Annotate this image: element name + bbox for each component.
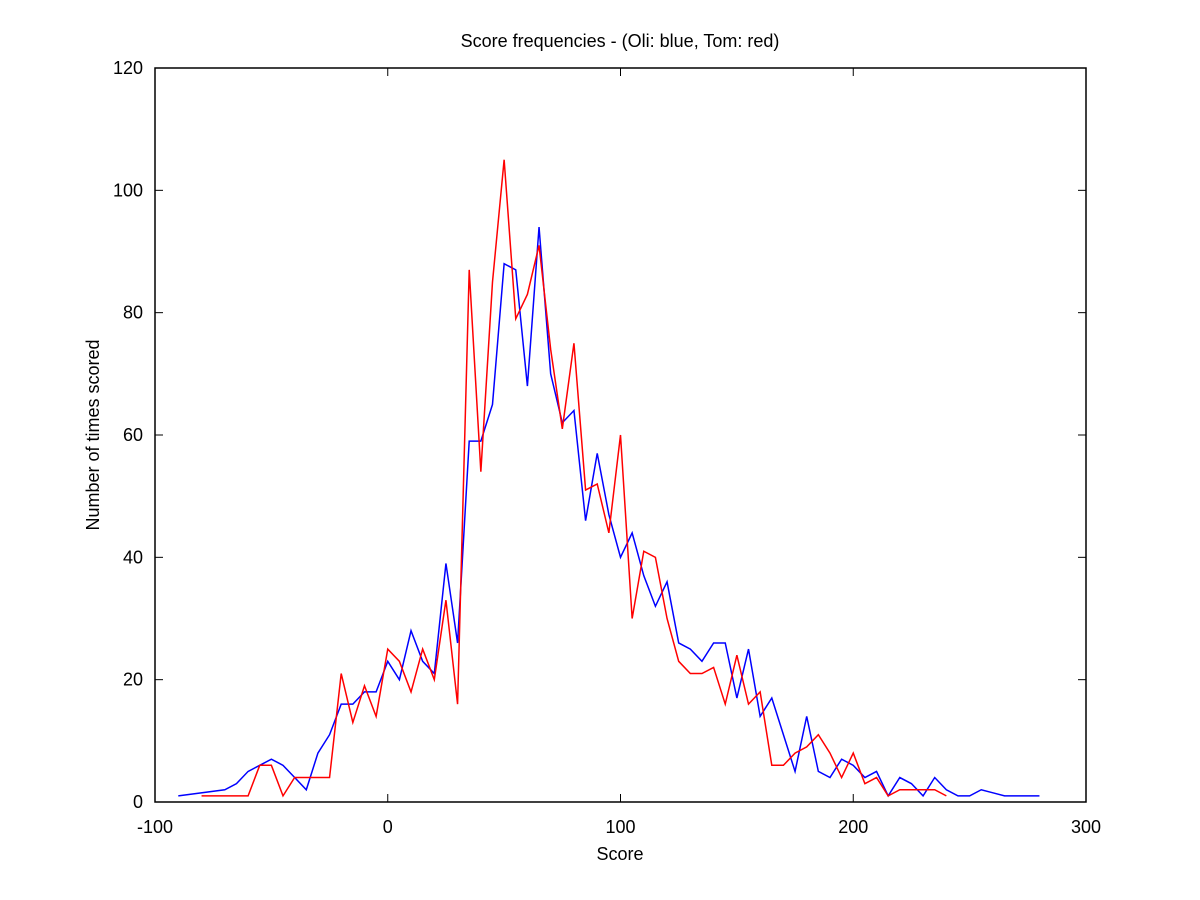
- y-axis-label: Number of times scored: [83, 339, 103, 530]
- y-tick-label: 80: [123, 303, 143, 323]
- x-tick-label: 200: [838, 817, 868, 837]
- y-tick-label: 120: [113, 58, 143, 78]
- y-tick-label: 100: [113, 180, 143, 200]
- ticks-layer: -100 0 100 200 300 0 20 40 60 80 100 120: [113, 58, 1101, 837]
- x-tick-label: -100: [137, 817, 173, 837]
- x-tick-label: 0: [383, 817, 393, 837]
- series-line-1: [201, 159, 947, 798]
- x-tick-label: 300: [1071, 817, 1101, 837]
- series-layer: [178, 159, 1040, 798]
- y-tick-label: 40: [123, 547, 143, 567]
- y-tick-label: 60: [123, 425, 143, 445]
- x-tick-label: 100: [605, 817, 635, 837]
- y-tick-label: 0: [133, 792, 143, 812]
- series-line-0: [178, 226, 1040, 798]
- y-tick-label: 20: [123, 670, 143, 690]
- x-axis-label: Score: [596, 844, 643, 864]
- chart-title: Score frequencies - (Oli: blue, Tom: red…: [461, 31, 780, 51]
